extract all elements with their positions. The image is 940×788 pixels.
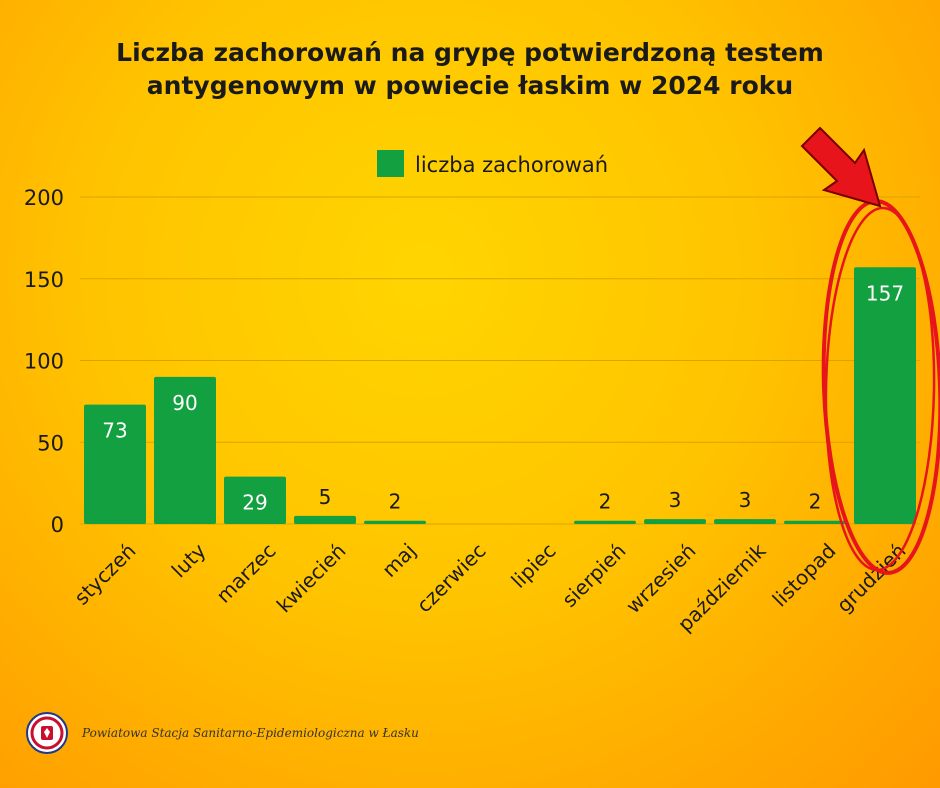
pss-emblem-icon [26, 712, 68, 754]
y-tick-label: 50 [37, 431, 64, 455]
x-tick-label: styczeń [69, 539, 140, 610]
data-label: 2 [389, 490, 402, 514]
x-tick-label: grudzień [832, 539, 911, 618]
bar-chart: 0 50 100 150 200 73 90 29 5 2 2 3 3 2 157 styczeń luty… [24, 126, 940, 636]
data-label: 73 [102, 419, 127, 443]
arrow-icon [800, 126, 882, 208]
y-tick-label: 0 [51, 513, 64, 537]
bar [644, 519, 706, 524]
bar [154, 376, 216, 524]
bar [854, 267, 916, 524]
legend-swatch [377, 150, 404, 177]
legend-label: liczba zachorowań [415, 153, 608, 177]
y-tick-label: 200 [24, 186, 64, 210]
bar [784, 520, 846, 524]
chart-title: Liczba zachorowań na grypę potwierdzoną … [0, 36, 940, 102]
data-label: 3 [739, 488, 752, 512]
data-label: 2 [599, 490, 612, 514]
x-tick-label: luty [167, 538, 211, 582]
bar [574, 520, 636, 524]
x-tick-label: czerwiec [412, 539, 491, 618]
chart-title-line1: Liczba zachorowań na grypę potwierdzoną … [116, 38, 824, 67]
x-tick-label: lipiec [506, 539, 560, 593]
y-tick-label: 150 [24, 268, 64, 292]
bars [84, 267, 916, 524]
bar [364, 520, 426, 524]
x-tick-label: maj [377, 539, 420, 582]
chart-title-line2: antygenowym w powiecie łaskim w 2024 rok… [146, 71, 794, 100]
x-tick-label: listopad [768, 539, 841, 612]
bar [714, 519, 776, 524]
bar [294, 515, 356, 524]
data-labels: 73 90 29 5 2 2 3 3 2 157 [102, 281, 904, 514]
data-label: 5 [319, 485, 332, 509]
footer-text: Powiatowa Stacja Sanitarno-Epidemiologic… [82, 726, 419, 740]
x-tick-label: kwiecień [272, 539, 351, 618]
legend: liczba zachorowań [377, 150, 608, 177]
data-label: 157 [866, 281, 904, 305]
gridlines [80, 196, 920, 525]
data-label: 29 [242, 491, 267, 515]
bar [224, 476, 286, 524]
x-tick-label: marzec [211, 539, 280, 608]
highlight-annotation [800, 126, 940, 575]
data-label: 90 [172, 391, 197, 415]
data-label: 3 [669, 488, 682, 512]
x-tick-label: sierpień [557, 539, 630, 612]
data-label: 2 [809, 490, 822, 514]
y-tick-label: 100 [24, 350, 64, 374]
y-axis: 0 50 100 150 200 [24, 186, 64, 537]
footer: Powiatowa Stacja Sanitarno-Epidemiologic… [26, 712, 419, 754]
bar [84, 404, 146, 524]
highlight-circle-stroke2 [824, 206, 936, 572]
